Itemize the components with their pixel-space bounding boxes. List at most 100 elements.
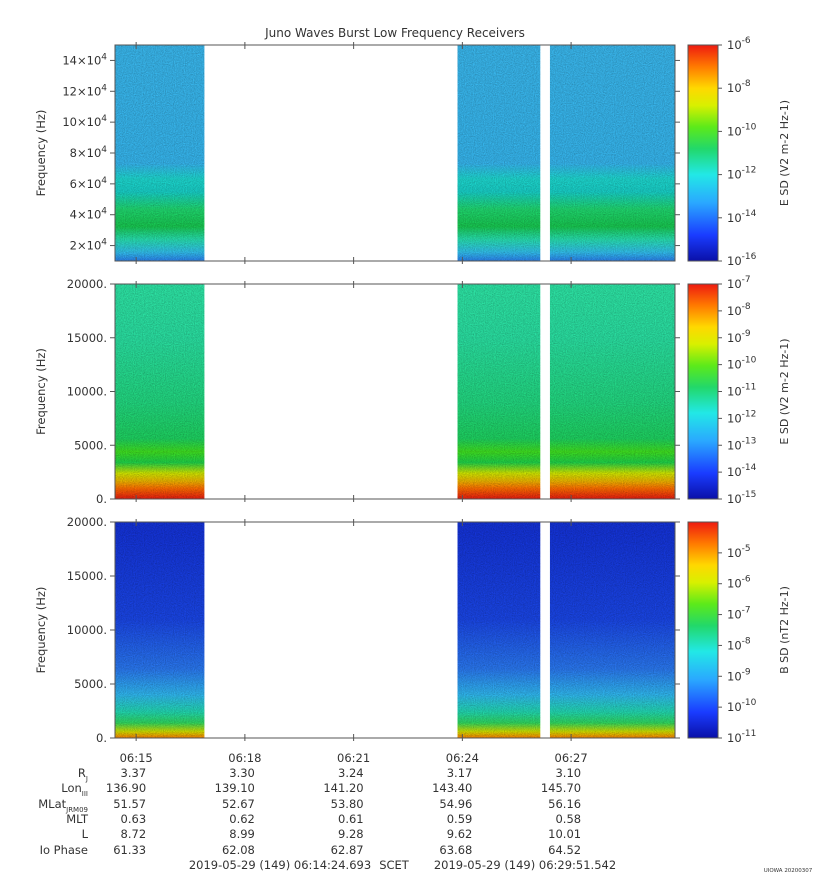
ephemeris-value: 8.72 bbox=[121, 827, 147, 841]
ephemeris-value: 56.16 bbox=[548, 797, 581, 811]
ephemeris-value: 145.70 bbox=[541, 781, 581, 795]
ephemeris-value: 0.59 bbox=[447, 812, 473, 826]
colorbar-tick-label: 10-14 bbox=[727, 209, 757, 225]
y-tick-label: 0. bbox=[96, 492, 107, 506]
corner-tag: UIOWA 20200307 bbox=[764, 868, 813, 874]
colorbar-tick-label: 10-6 bbox=[727, 36, 751, 52]
ephemeris-value: 63.68 bbox=[439, 843, 472, 857]
spectrogram-noise bbox=[115, 284, 205, 499]
colorbar bbox=[687, 44, 719, 262]
colorbar-tick-label: 10-11 bbox=[727, 729, 756, 745]
x-tick-label: 06:15 bbox=[120, 751, 153, 765]
spectrogram-noise bbox=[115, 522, 205, 738]
y-tick-label: 10000. bbox=[67, 623, 107, 637]
y-tick-label: 8×104 bbox=[70, 145, 108, 160]
colorbar-tick-label: 10-11 bbox=[727, 383, 756, 399]
panel-3: 0. 5000. 10000. 15000. 20000. Frequency (Hz) 1… bbox=[34, 515, 791, 745]
ephemeris-value: 3.24 bbox=[338, 766, 364, 780]
colorbar-tick-label: 10-9 bbox=[727, 667, 751, 683]
y-tick-label: 20000. bbox=[67, 515, 107, 529]
ephemeris-label: MLatJRM09 bbox=[38, 797, 88, 814]
chart-title: Juno Waves Burst Low Frequency Receivers bbox=[264, 26, 525, 40]
colorbar-tick-label: 10-10 bbox=[727, 356, 757, 372]
ephemeris-value: 62.08 bbox=[222, 843, 255, 857]
colorbar-label: E SD (V2 m-2 Hz-1) bbox=[778, 100, 791, 206]
ephemeris-value: 3.17 bbox=[447, 766, 473, 780]
colorbar-tick-label: 10-13 bbox=[727, 436, 756, 452]
ephemeris-value: 143.40 bbox=[432, 781, 472, 795]
colorbar-tick-label: 10-12 bbox=[727, 409, 756, 425]
ephemeris-value: 54.96 bbox=[439, 797, 472, 811]
ephemeris-value: 141.20 bbox=[323, 781, 363, 795]
colorbar bbox=[687, 283, 719, 500]
y-tick-label: 4×104 bbox=[70, 207, 108, 222]
ephemeris-value: 53.80 bbox=[331, 797, 364, 811]
spectrogram-noise bbox=[457, 284, 541, 499]
colorbar-tick-label: 10-7 bbox=[727, 275, 751, 291]
y-tick-label: 5000. bbox=[74, 438, 107, 452]
colorbar-tick-label: 10-15 bbox=[727, 490, 756, 506]
x-tick-label: 06:24 bbox=[446, 751, 479, 765]
colorbar-tick-label: 10-10 bbox=[727, 698, 757, 714]
spectrogram-noise bbox=[115, 45, 205, 261]
colorbar-tick-label: 10-16 bbox=[727, 252, 757, 268]
y-tick-label: 10×104 bbox=[62, 114, 107, 129]
ephemeris-value: 9.62 bbox=[447, 827, 473, 841]
ephemeris-table: 06:15 06:18 06:21 06:24 06:27 RJLonIIIMLatJRM… bbox=[38, 751, 587, 857]
y-tick-label: 14×104 bbox=[62, 52, 107, 67]
colorbar-tick-label: 10-9 bbox=[727, 329, 751, 345]
y-tick-label: 0. bbox=[96, 731, 107, 745]
y-tick-label: 5000. bbox=[74, 677, 107, 691]
ephemeris-value: 139.10 bbox=[215, 781, 255, 795]
x-tick-label: 06:21 bbox=[337, 751, 370, 765]
colorbar-tick-label: 10-14 bbox=[727, 463, 757, 479]
y-tick-label: 15000. bbox=[67, 569, 107, 583]
end-time: 2019-05-29 (149) 06:29:51.542 bbox=[434, 858, 616, 872]
y-tick-label: 10000. bbox=[67, 385, 107, 399]
plot-panels: 2×104 4×104 6×104 8×104 10×104 12×104 14×104 Fr… bbox=[34, 36, 791, 745]
ephemeris-value: 51.57 bbox=[113, 797, 146, 811]
ephemeris-label: LonIII bbox=[61, 781, 88, 798]
scet-label: SCET bbox=[379, 858, 410, 872]
colorbar-label: B SD (nT2 Hz-1) bbox=[778, 586, 791, 674]
ephemeris-value: 3.30 bbox=[229, 766, 255, 780]
panel-1: 2×104 4×104 6×104 8×104 10×104 12×104 14×104 Fr… bbox=[34, 36, 791, 268]
colorbar-tick-label: 10-7 bbox=[727, 606, 751, 622]
y-tick-label: 6×104 bbox=[70, 176, 108, 191]
ephemeris-value: 3.10 bbox=[555, 766, 581, 780]
ephemeris-value: 0.61 bbox=[338, 812, 364, 826]
spectrogram-noise bbox=[549, 284, 675, 499]
colorbar bbox=[687, 521, 719, 739]
colorbar-tick-label: 10-8 bbox=[727, 636, 751, 652]
colorbar-tick-label: 10-8 bbox=[727, 79, 751, 95]
colorbar-tick-label: 10-10 bbox=[727, 122, 757, 138]
start-time: 2019-05-29 (149) 06:14:24.693 bbox=[189, 858, 371, 872]
colorbar-tick-label: 10-5 bbox=[727, 544, 751, 560]
ephemeris-value: 52.67 bbox=[222, 797, 255, 811]
ephemeris-label: L bbox=[82, 827, 89, 841]
ephemeris-value: 10.01 bbox=[548, 827, 581, 841]
ephemeris-value: 8.99 bbox=[229, 827, 255, 841]
ephemeris-value: 0.58 bbox=[555, 812, 581, 826]
colorbar-tick-label: 10-6 bbox=[727, 575, 751, 591]
spectrogram-noise bbox=[549, 45, 675, 261]
y-axis-label: Frequency (Hz) bbox=[34, 348, 48, 435]
panel-2: 0. 5000. 10000. 15000. 20000. Frequency (Hz) 1… bbox=[34, 275, 791, 506]
y-tick-label: 12×104 bbox=[62, 83, 107, 98]
ephemeris-label: Io Phase bbox=[40, 843, 88, 857]
spectrogram-noise bbox=[549, 522, 675, 738]
ephemeris-value: 0.62 bbox=[229, 812, 255, 826]
x-tick-label: 06:27 bbox=[555, 751, 588, 765]
ephemeris-value: 3.37 bbox=[121, 766, 147, 780]
y-axis-label: Frequency (Hz) bbox=[34, 110, 48, 197]
colorbar-label: E SD (V2 m-2 Hz-1) bbox=[778, 338, 791, 444]
ephemeris-value: 64.52 bbox=[548, 843, 581, 857]
y-axis-label: Frequency (Hz) bbox=[34, 587, 48, 674]
y-tick-label: 2×104 bbox=[70, 238, 108, 253]
y-tick-label: 20000. bbox=[67, 277, 107, 291]
ephemeris-label: MLT bbox=[66, 812, 89, 826]
ephemeris-label: RJ bbox=[78, 766, 88, 783]
ephemeris-value: 0.63 bbox=[121, 812, 147, 826]
ephemeris-value: 9.28 bbox=[338, 827, 364, 841]
